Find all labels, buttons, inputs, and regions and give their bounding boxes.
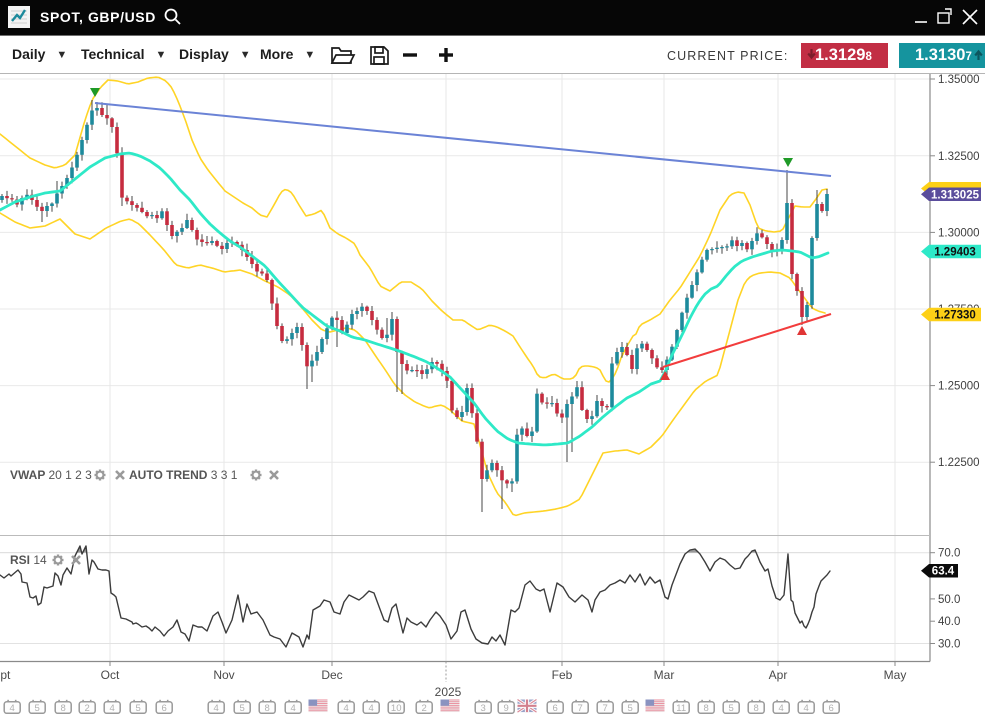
- svg-text:May: May: [884, 668, 907, 682]
- svg-text:1.22500: 1.22500: [938, 457, 980, 469]
- svg-text:Mar: Mar: [654, 668, 675, 682]
- svg-text:50.0: 50.0: [938, 594, 960, 606]
- svg-text:1.35000: 1.35000: [938, 74, 980, 86]
- svg-text:1.29403: 1.29403: [934, 247, 976, 259]
- svg-text:1.32500: 1.32500: [938, 151, 980, 163]
- svg-text:RSI 14: RSI 14: [10, 553, 47, 567]
- svg-text:1.27330: 1.27330: [934, 310, 976, 322]
- svg-text:30.0: 30.0: [938, 639, 960, 651]
- svg-text:2025: 2025: [435, 685, 462, 699]
- svg-text:Feb: Feb: [552, 668, 573, 682]
- svg-text:70.0: 70.0: [938, 548, 960, 560]
- svg-text:Dec: Dec: [321, 668, 342, 682]
- svg-text:1.313025: 1.313025: [931, 189, 980, 201]
- svg-text:1.25000: 1.25000: [938, 381, 980, 393]
- svg-text:Sept: Sept: [0, 668, 11, 682]
- svg-text:AUTO TREND 3 3 1: AUTO TREND 3 3 1: [129, 468, 238, 482]
- svg-text:1.30000: 1.30000: [938, 227, 980, 239]
- svg-text:VWAP 20 1 2 3: VWAP 20 1 2 3: [10, 468, 92, 482]
- svg-text:40.0: 40.0: [938, 616, 960, 628]
- svg-text:Nov: Nov: [213, 668, 234, 682]
- svg-text:63.4: 63.4: [932, 566, 955, 578]
- svg-text:Apr: Apr: [769, 668, 788, 682]
- svg-text:Oct: Oct: [101, 668, 120, 682]
